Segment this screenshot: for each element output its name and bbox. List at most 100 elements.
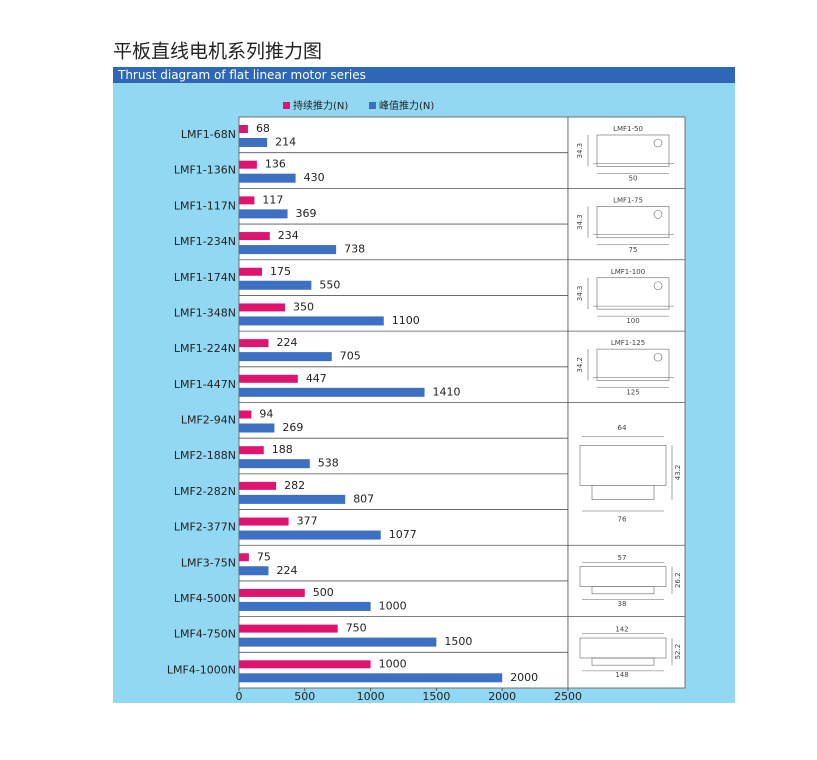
diagram-connector xyxy=(653,281,663,291)
value-label: 234 xyxy=(278,229,299,242)
value-label: 447 xyxy=(306,372,327,385)
bar xyxy=(239,459,310,469)
dim-label: 76 xyxy=(618,516,627,524)
value-label: 738 xyxy=(344,243,365,256)
bar xyxy=(239,280,312,290)
diagram-connector xyxy=(653,138,663,148)
y-tick-label: LMF4-1000N xyxy=(167,663,236,676)
y-tick-label: LMF1-68N xyxy=(181,128,236,141)
y-tick-label: LMF1-174N xyxy=(174,271,236,284)
bar xyxy=(239,446,264,455)
bar xyxy=(239,673,503,683)
x-tick-label: 500 xyxy=(294,690,315,703)
bar xyxy=(239,352,332,362)
value-label: 705 xyxy=(340,350,361,363)
dim-label: 100 xyxy=(626,317,639,325)
y-tick-label: LMF3-75N xyxy=(181,556,236,569)
value-label: 430 xyxy=(304,171,325,184)
value-label: 1000 xyxy=(379,657,407,670)
bar xyxy=(239,601,371,611)
bar xyxy=(239,588,305,597)
dim-label: 26.2 xyxy=(674,572,682,588)
bar xyxy=(239,303,286,312)
bar xyxy=(239,553,249,562)
diagram-body xyxy=(596,206,670,239)
x-tick-label: 1000 xyxy=(357,690,385,703)
bar xyxy=(239,316,384,326)
bar xyxy=(239,423,275,433)
y-tick-label: LMF1-234N xyxy=(174,235,236,248)
bar xyxy=(239,517,289,526)
diagram-connector xyxy=(653,352,663,362)
diagram-base xyxy=(591,586,655,595)
bar xyxy=(239,160,257,169)
value-label: 538 xyxy=(318,457,339,470)
value-label: 75 xyxy=(257,550,271,563)
subtitle-banner xyxy=(113,67,735,83)
value-label: 750 xyxy=(346,622,367,635)
value-label: 377 xyxy=(297,515,318,528)
bar xyxy=(239,267,263,276)
dim-label: 57 xyxy=(618,554,627,562)
bar xyxy=(239,530,381,540)
y-tick-label: LMF2-282N xyxy=(174,485,236,498)
dim-label: 142 xyxy=(615,625,628,633)
value-label: 282 xyxy=(284,479,305,492)
bar xyxy=(239,209,288,219)
bar xyxy=(239,339,269,348)
value-label: 550 xyxy=(319,278,340,291)
value-label: 269 xyxy=(282,421,303,434)
dim-label: 148 xyxy=(615,671,628,679)
dim-label: 75 xyxy=(629,246,638,254)
dim-label: 34.3 xyxy=(576,143,584,159)
diagram-connector xyxy=(653,210,663,219)
bar xyxy=(239,387,425,397)
diagram-name: LMF1-125 xyxy=(611,339,645,347)
value-label: 1077 xyxy=(389,528,417,541)
x-tick-label: 1500 xyxy=(422,690,450,703)
chart-title: 平板直线电机系列推力图 xyxy=(113,41,322,63)
value-label: 68 xyxy=(256,122,270,135)
value-label: 500 xyxy=(313,586,334,599)
dim-label: 34.2 xyxy=(576,357,584,373)
bar xyxy=(239,481,277,490)
value-label: 1410 xyxy=(433,385,461,398)
dim-label: 52.2 xyxy=(674,644,682,660)
bar xyxy=(239,374,298,383)
x-tick-label: 0 xyxy=(236,690,243,703)
value-label: 1100 xyxy=(392,314,420,327)
value-label: 807 xyxy=(353,492,374,505)
bar xyxy=(239,232,270,241)
bar xyxy=(239,138,268,147)
dim-label: 43.2 xyxy=(674,465,682,481)
diagram-name: LMF1-50 xyxy=(613,125,643,133)
dim-label: 34.3 xyxy=(576,286,584,302)
legend-label: 持续推力(N) xyxy=(293,99,348,112)
bar xyxy=(239,125,248,133)
y-tick-label: LMF1-348N xyxy=(174,306,236,319)
value-label: 94 xyxy=(259,408,273,421)
value-label: 1500 xyxy=(444,635,472,648)
value-label: 1000 xyxy=(379,599,407,612)
legend-swatch xyxy=(369,102,376,109)
x-tick-label: 2000 xyxy=(488,690,516,703)
x-tick-label: 2500 xyxy=(554,690,582,703)
y-tick-label: LMF4-750N xyxy=(174,628,236,641)
dim-label: 38 xyxy=(618,600,627,608)
dim-label: 125 xyxy=(626,389,639,397)
dim-label: 50 xyxy=(629,174,638,182)
y-tick-label: LMF1-224N xyxy=(174,342,236,355)
value-label: 136 xyxy=(265,158,286,171)
bar xyxy=(239,637,437,647)
diagram-name: LMF1-75 xyxy=(613,196,643,204)
bar xyxy=(239,173,296,183)
value-label: 224 xyxy=(276,336,297,349)
value-label: 175 xyxy=(270,265,291,278)
bar xyxy=(239,196,255,205)
y-tick-label: LMF2-188N xyxy=(174,449,236,462)
value-label: 2000 xyxy=(510,671,538,684)
value-label: 214 xyxy=(275,136,296,149)
y-tick-label: LMF4-500N xyxy=(174,592,236,605)
